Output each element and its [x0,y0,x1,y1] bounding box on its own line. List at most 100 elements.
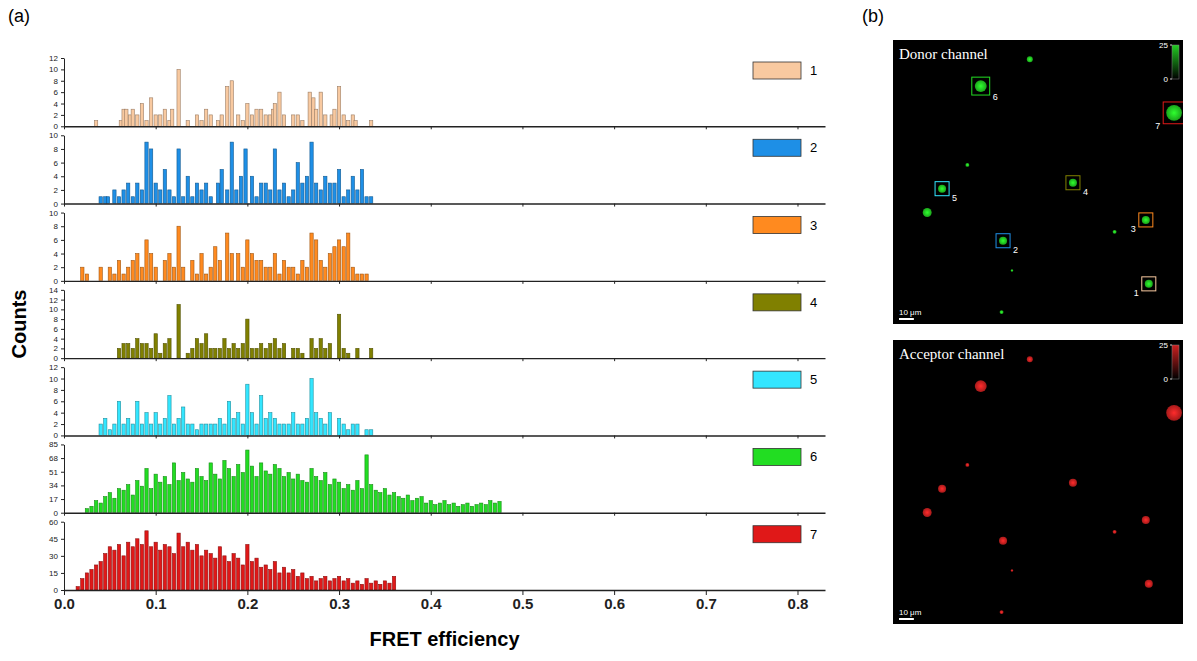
bar [447,505,450,513]
y-tick: 60 [49,518,64,527]
bar [177,304,180,358]
bar [282,115,285,126]
bar [106,197,109,204]
bar [149,547,152,590]
bar [76,587,79,590]
x-tick-label: 0.4 [421,595,443,612]
colorbar-tick [1170,379,1172,380]
bar [200,344,203,359]
legend-label: 5 [810,372,817,387]
bar [136,254,139,281]
y-tick-mark [61,435,64,436]
bar [434,505,437,513]
bar [324,115,327,126]
x-tick-mark [706,435,707,438]
x-tick-mark [797,435,798,438]
bar [282,424,285,435]
y-tick-mark [61,135,64,136]
y-tick-label: 4 [54,409,59,418]
y-tick-mark [61,339,64,340]
bar [149,98,152,126]
bar [140,344,143,359]
bar [214,558,217,590]
scale-bar [899,618,914,620]
bar [250,466,253,513]
bar [127,344,130,359]
bar [292,115,295,126]
bar [370,430,373,436]
colorbar-tick [1170,79,1172,80]
bar [292,413,295,436]
spot [938,485,946,493]
y-tick-label: 8 [54,315,59,324]
y-tick: 10 [49,65,64,74]
bar [220,115,223,126]
x-axis [65,358,826,361]
x-tick-mark [431,126,432,129]
bar [223,424,226,435]
bar [287,424,290,435]
spot-label: 1 [1134,288,1139,298]
y-tick: 15 [49,569,64,578]
bar [310,576,313,590]
y-tick-label: 8 [54,145,59,154]
y-axis-line [64,368,65,436]
colorbar-tick-label: 0 [1164,375,1169,384]
y-tick-label: 2 [54,344,59,353]
bar [296,115,299,126]
bar [259,567,262,590]
bar [324,176,327,203]
x-tick-label: 0.0 [54,595,75,612]
bar [149,254,152,281]
y-tick: 4 [54,335,64,344]
bar [136,339,139,359]
x-axis [65,126,826,129]
x-tick-mark [431,204,432,207]
y-tick: 10 [49,375,64,384]
bar [328,344,331,359]
bar [379,493,382,513]
y-tick-mark [61,444,64,445]
bar [356,348,359,358]
y-tick: 2 [54,186,64,195]
x-tick: 0.3 [329,590,350,612]
y-tick-label: 6 [54,325,59,334]
y-tick-label: 45 [49,535,58,544]
bar [214,424,217,435]
bar [149,149,152,204]
bar [259,396,262,436]
bar [241,121,244,127]
bar [237,348,240,358]
bar [191,424,194,435]
x-tick-mark [247,358,248,361]
y-tick-mark [61,81,64,82]
panel-letter: (b) [862,6,884,26]
panel-letter: (a) [8,6,30,26]
bar [140,267,143,281]
x-tick-mark [614,435,615,438]
y-tick-mark [61,190,64,191]
bar [200,424,203,435]
bar [296,424,299,435]
scale-bar-label: 10 μm [899,608,922,617]
y-tick: 17 [49,495,64,504]
bar [237,254,240,281]
bar [186,479,189,513]
bar [356,581,359,590]
bar [195,339,198,359]
bar [145,344,148,359]
bar [168,339,171,359]
y-tick: 6 [54,88,64,97]
bar [99,197,102,204]
y-tick: 2 [54,344,64,353]
bars [85,450,501,513]
bar [172,554,175,590]
bar [117,260,120,280]
colorbar-tick-label: 0 [1164,75,1169,84]
y-tick: 14 [49,286,64,295]
bar [191,348,194,358]
y-tick-mark [61,319,64,320]
x-tick [64,358,65,361]
x-tick: 0.4 [421,590,443,612]
bar [172,197,175,204]
